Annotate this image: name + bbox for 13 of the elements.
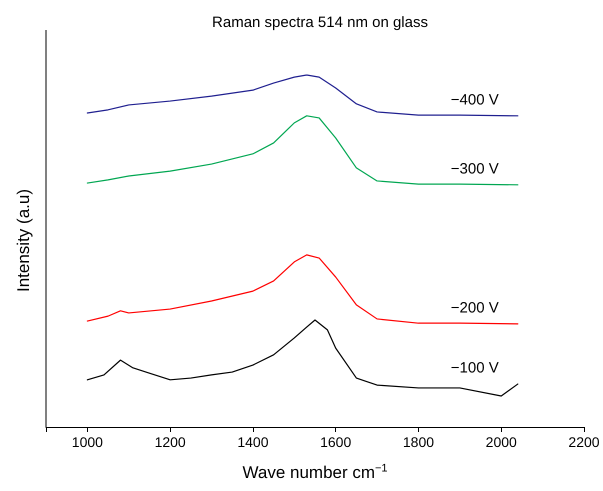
x-tick-label: 1000 (72, 434, 104, 450)
series-label: −200 V (450, 299, 499, 316)
chart-title: Raman spectra 514 nm on glass (212, 14, 428, 31)
y-axis-title: Intensity (a.u) (14, 189, 33, 292)
x-tick-label: 2000 (486, 434, 518, 450)
series-label: −100 V (450, 360, 499, 377)
x-tick-label: 1800 (402, 434, 434, 450)
series-label: −300 V (450, 160, 499, 178)
x-tick-label: 1200 (154, 434, 186, 450)
series-label: −400 V (450, 91, 499, 108)
x-tick-label: 1400 (237, 434, 269, 450)
x-tick-label: 2200 (568, 434, 600, 450)
x-tick-label: 1600 (320, 434, 352, 450)
